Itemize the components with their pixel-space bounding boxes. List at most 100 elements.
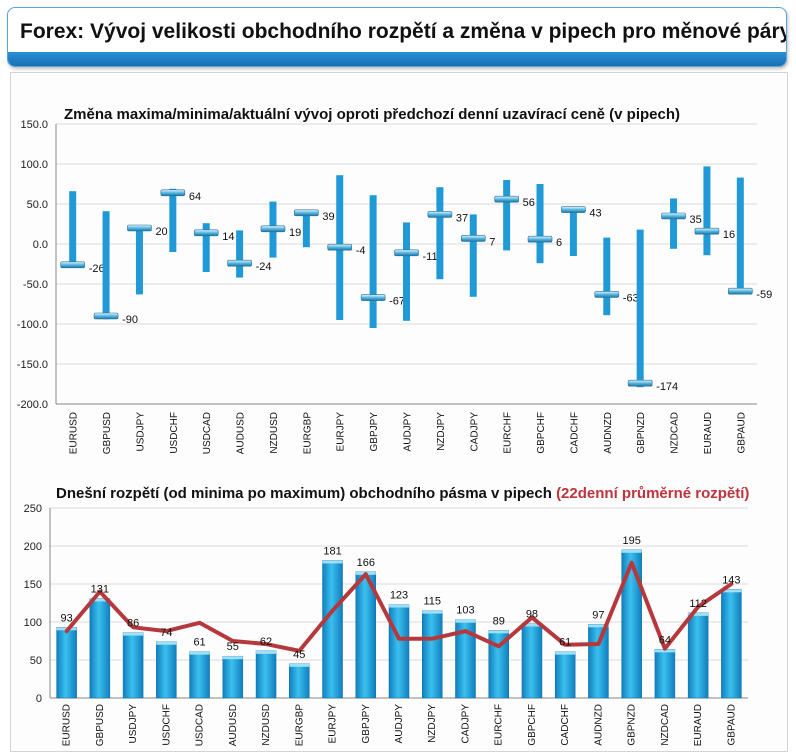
chart2-bar-top — [389, 604, 409, 608]
chart1-category-label: NZDUSD — [269, 412, 280, 454]
chart2-bar — [189, 651, 210, 699]
chart2-category-label: EURJPY — [328, 704, 339, 744]
chart1-data-label: -174 — [656, 381, 678, 393]
chart2-category-label: EURAUD — [693, 704, 704, 746]
chart1-range-bar — [69, 191, 77, 267]
chart1-category-label: CADCHF — [569, 412, 580, 454]
chart2-bar — [222, 655, 244, 699]
chart1-category-label: EURCHF — [503, 412, 514, 454]
chart2-data-label: 89 — [493, 615, 505, 627]
chart1-current-marker — [594, 291, 620, 298]
chart2-data-label: 166 — [357, 557, 375, 569]
chart1-current-marker — [728, 287, 753, 295]
chart2-average-line — [64, 560, 734, 653]
chart1-range-bar — [603, 237, 611, 316]
chart1-category-label: GBPJPY — [369, 412, 380, 452]
chart2-bar-top — [123, 632, 144, 636]
chart2-bar — [89, 598, 111, 699]
chart1-range-bar — [102, 211, 110, 320]
chart2-y-tick-label: 200 — [24, 541, 42, 553]
chart1-current-marker — [294, 209, 319, 217]
chart2-y-tick-label: 150 — [24, 579, 42, 591]
chart1-range-bar — [202, 223, 210, 272]
chart2-bar — [621, 549, 642, 699]
chart2-data-label: 112 — [689, 598, 707, 610]
chart2-bar — [421, 610, 443, 699]
chart1-range-bar — [636, 229, 644, 388]
chart2-category-label: USDCHF — [161, 704, 172, 746]
chart2-category-label: NZDUSD — [261, 704, 272, 746]
chart1-current-marker — [694, 227, 720, 235]
chart2-category-label: GBPCHF — [527, 704, 538, 746]
chart2-bar-top — [588, 624, 609, 628]
chart2-bar-top — [555, 651, 576, 655]
chart1-current-marker — [460, 235, 486, 242]
chart1-category-label: NZDCAD — [670, 412, 681, 454]
chart1-data-label: 56 — [523, 197, 535, 209]
chart2-bar — [56, 627, 77, 699]
chart2-data-label: 103 — [456, 605, 474, 617]
chart1-range-bar — [302, 210, 310, 248]
chart2-bar: 0 50 100 150 200 250 93 EURUSD 131 GBPUSD 86 USDJPY… — [24, 503, 748, 746]
chart1-category-label: AUDUSD — [236, 412, 247, 454]
chart2-bar — [654, 649, 676, 699]
chart1-y-tick-label: -50.0 — [23, 279, 48, 291]
chart1-range-bar — [736, 177, 744, 294]
chart2-bar — [554, 651, 576, 699]
chart2-bar-top — [455, 619, 476, 623]
chart1-range-bar — [135, 226, 143, 295]
chart1-y-tick-label: -200.0 — [17, 399, 48, 411]
chart1-current-marker — [227, 259, 252, 267]
page-title: Forex: Vývoj velikosti obchodního rozpět… — [20, 20, 787, 43]
chart1-current-marker — [127, 224, 152, 232]
chart2-bar — [122, 632, 144, 699]
chart2-category-label: USDCAD — [195, 704, 206, 746]
chart2-bar-top — [289, 663, 310, 667]
chart1-data-label: -63 — [623, 292, 639, 304]
chart1-current-marker — [60, 261, 85, 269]
chart2-category-label: EURGBP — [294, 704, 305, 747]
chart2-bar-top — [89, 598, 110, 602]
chart1-category-label: EURUSD — [69, 412, 80, 454]
chart1-current-marker — [494, 195, 519, 203]
chart2-category-label: CADCHF — [560, 704, 571, 746]
chart1-data-label: -26 — [89, 263, 105, 275]
chart1-title: Změna maxima/minima/aktuální vývoj oprot… — [64, 106, 680, 123]
chart2-title-highlight: (22denní průměrné rozpětí) — [556, 485, 749, 502]
chart1-category-label: AUDNZD — [603, 412, 614, 454]
chart1-range-bar — [703, 166, 711, 256]
chart2-bar-top — [654, 649, 675, 653]
chart1-current-marker — [627, 379, 653, 387]
chart1-data-label: 37 — [456, 212, 468, 224]
chart1-data-label: -11 — [423, 251, 438, 263]
chart2-bar — [388, 604, 410, 699]
chart2-category-label: USDJPY — [128, 704, 139, 744]
chart1-y-tick-label: -150.0 — [17, 359, 48, 371]
chart2-title: Dnešní rozpětí (od minima po maximum) ob… — [56, 485, 749, 502]
chart1-range-bar — [403, 222, 410, 321]
chart1-data-label: 64 — [189, 191, 201, 203]
chart1-range-bar — [536, 184, 544, 264]
chart1-category-label: GBPAUD — [736, 412, 747, 454]
chart2-data-label: 181 — [323, 545, 341, 557]
chart1-category-label: AUDJPY — [403, 412, 414, 452]
chart1-data-label: -67 — [389, 296, 405, 308]
chart2-data-label: 115 — [423, 596, 441, 608]
chart2-category-label: GBPJPY — [361, 704, 372, 744]
chart1-range-bar — [169, 188, 177, 252]
chart1-data-label: -4 — [356, 245, 366, 257]
chart1-data-label: 20 — [155, 226, 167, 238]
chart1-current-marker — [427, 211, 453, 218]
chart1-data-label: 14 — [222, 231, 234, 243]
chart2-bar-top — [688, 612, 709, 616]
chart1-category-label: USDJPY — [135, 412, 146, 452]
chart1-category-label: GBPNZD — [636, 412, 647, 454]
chart1-category-label: GBPUSD — [102, 412, 113, 454]
chart1-current-marker — [561, 206, 586, 213]
chart2-data-label: 55 — [227, 641, 239, 653]
chart1-data-label: -24 — [256, 261, 272, 273]
chart2-bar-top — [222, 656, 243, 660]
chart1-range-bar — [503, 180, 511, 251]
chart2-category-label: NZDCAD — [660, 704, 671, 746]
chart1-category-label: EURGBP — [302, 412, 313, 455]
